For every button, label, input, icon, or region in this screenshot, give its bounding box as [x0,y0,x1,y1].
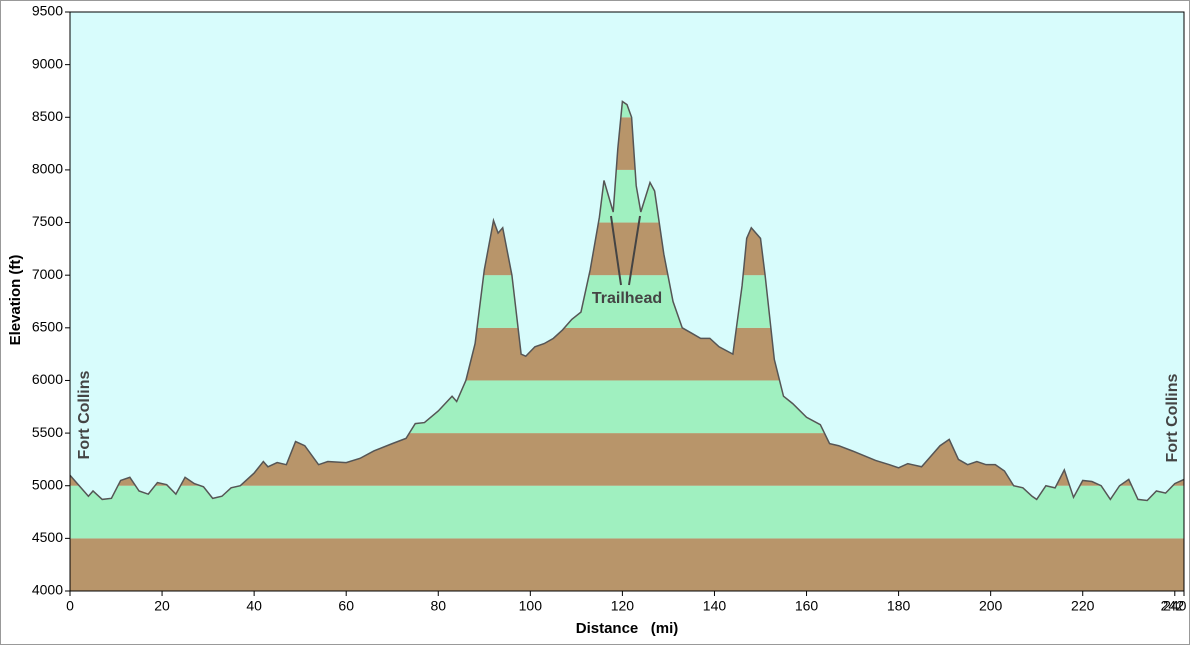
y-tick-label: 9500 [32,3,63,19]
x-tick-label: 200 [979,598,1003,614]
annotation-pointer [628,215,641,286]
x-tick-label: 140 [703,598,727,614]
x-tick-label: 160 [795,598,819,614]
x-tick-label: 40 [246,598,262,614]
x-tick-label: 60 [338,598,354,614]
annotation: Trailhead [592,290,662,307]
y-tick-label: 8500 [32,108,63,124]
y-axis-title: Elevation (ft) [7,255,24,346]
x-axis-title: Distance (mi) [576,620,679,637]
y-tick-label: 7000 [32,266,63,282]
x-tick-label: 240 [1163,598,1187,614]
elevation-line [69,100,1185,502]
elevation-band [70,485,1184,539]
y-tick-label: 6000 [32,371,63,387]
y-tick-label: 5500 [32,424,63,440]
y-tick-label: 8000 [32,161,63,177]
x-tick-label: 0 [66,598,74,614]
y-tick-label: 5000 [32,476,63,492]
y-tick-label: 6500 [32,319,63,335]
x-tick-label: 180 [887,598,911,614]
y-tick-label: 4500 [32,529,63,545]
x-tick-label: 80 [430,598,446,614]
x-tick-label: 20 [154,598,170,614]
marks [69,100,1185,502]
annotation: Fort Collins [76,370,93,459]
plot-border [69,11,1185,592]
x-tick-label: 120 [611,598,635,614]
annotation: Fort Collins [1164,373,1181,462]
elevation-band [70,538,1184,591]
annotation-pointer [610,215,622,286]
y-tick-label: 4000 [32,582,63,598]
x-tick-label: 242 [1161,598,1185,614]
x-tick-label: 100 [519,598,543,614]
y-tick-label: 9000 [32,55,63,71]
y-tick-label: 7500 [32,213,63,229]
axes: 4000 4500 5000 5500 6000 6500 7000 7500 8000 8500… [32,3,1187,614]
x-tick-label: 220 [1071,598,1095,614]
